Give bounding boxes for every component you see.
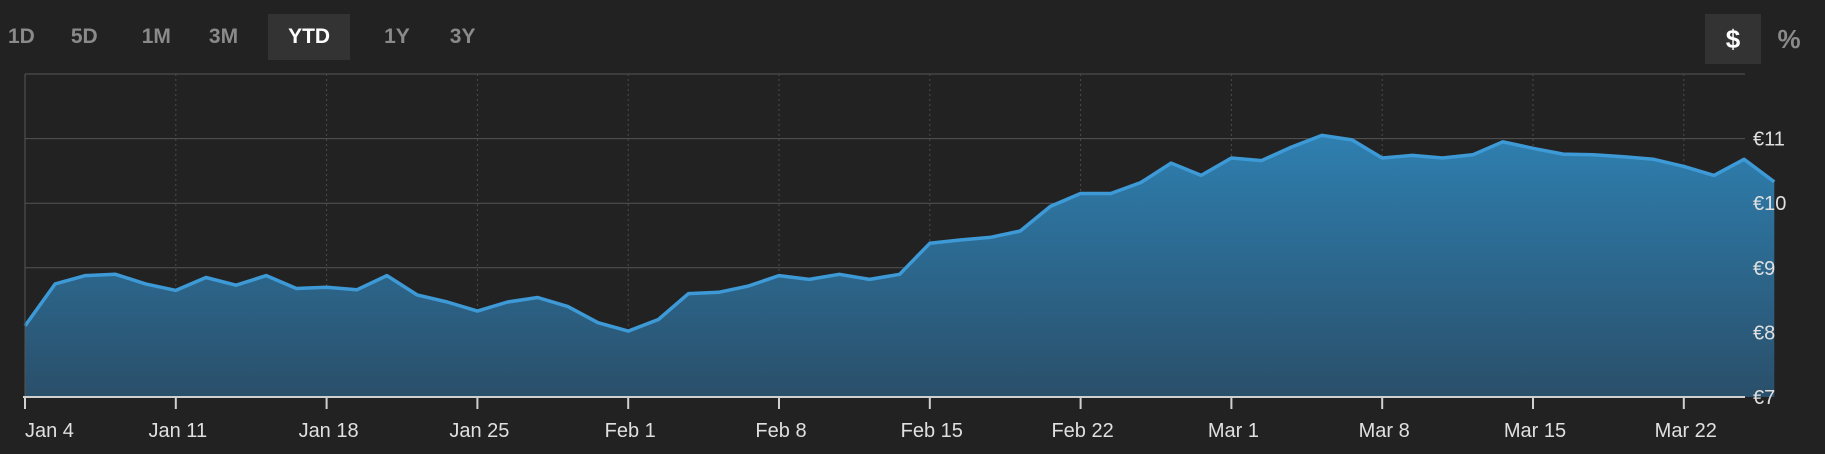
x-tick-label: Feb 15: [901, 420, 963, 442]
unit-button-percent[interactable]: %: [1777, 23, 1801, 54]
time-range-selector: 1D 5D 1M 3M YTD 1Y 3Y: [0, 14, 495, 60]
y-tick-label: €7: [1753, 387, 1775, 409]
x-tick-label: Mar 22: [1655, 420, 1717, 442]
range-button-1d[interactable]: 1D: [8, 25, 35, 48]
range-button-3m[interactable]: 3M: [208, 25, 239, 48]
range-button-ytd[interactable]: YTD: [268, 14, 351, 60]
range-button-3y[interactable]: 3Y: [449, 25, 476, 48]
price-series-line: [23, 133, 1776, 333]
x-tick-label: Mar 15: [1504, 420, 1566, 442]
x-tick-label: Mar 1: [1208, 420, 1259, 442]
y-tick-label: €8: [1753, 322, 1775, 344]
x-tick-label: Mar 8: [1359, 420, 1410, 442]
x-tick-label: Jan 25: [449, 420, 509, 442]
x-tick-label: Jan 11: [149, 420, 208, 442]
y-tick-label: €10: [1753, 193, 1786, 215]
y-tick-label: €9: [1753, 258, 1775, 280]
unit-toggle: $ %: [1705, 14, 1817, 64]
range-button-1m[interactable]: 1M: [141, 25, 171, 48]
price-area-fill: [25, 135, 1775, 397]
y-tick-label: €11: [1753, 129, 1785, 151]
x-tick-label: Jan 18: [299, 420, 359, 442]
unit-button-dollar[interactable]: $: [1705, 14, 1761, 64]
x-tick-label: Feb 22: [1051, 420, 1113, 442]
x-tick-label: Feb 1: [605, 420, 656, 442]
range-button-5d[interactable]: 5D: [70, 25, 98, 48]
x-tick-label: Feb 8: [755, 420, 806, 442]
range-button-1y[interactable]: 1Y: [384, 25, 410, 48]
x-tick-label: Jan 4: [25, 420, 74, 442]
